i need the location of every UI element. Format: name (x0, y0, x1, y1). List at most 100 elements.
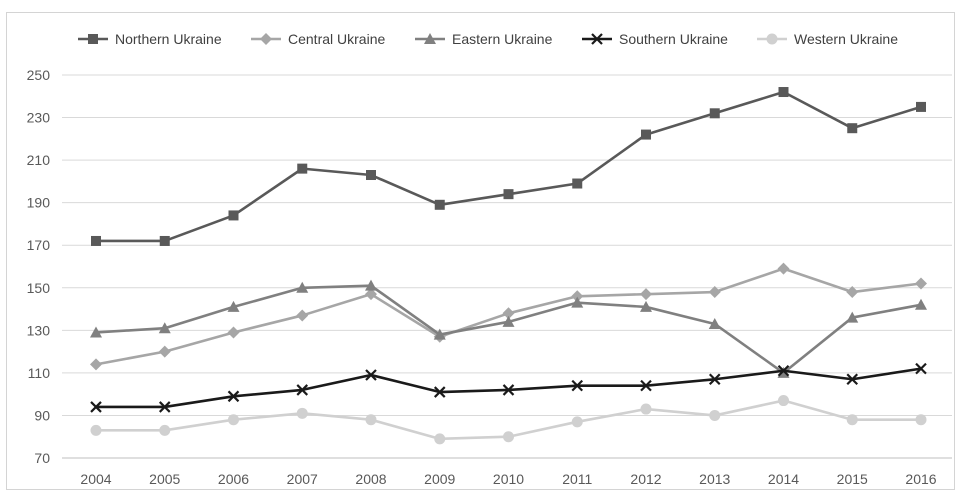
data-point (640, 288, 652, 301)
data-point (640, 300, 652, 312)
data-point (296, 281, 309, 293)
legend-item: Eastern Ukraine (415, 31, 553, 47)
legend-marker (424, 33, 436, 44)
legend-item: Central Ukraine (251, 31, 385, 47)
data-point (158, 401, 171, 413)
series-western-ukraine (90, 395, 927, 445)
x-tick-label: 2016 (905, 471, 936, 487)
data-point (847, 123, 858, 134)
data-point (296, 309, 309, 322)
data-point (777, 262, 790, 275)
data-point (365, 288, 377, 301)
data-point (158, 322, 171, 334)
data-point (708, 286, 721, 299)
x-tick-label: 2006 (218, 471, 249, 487)
y-tick-label: 230 (27, 110, 51, 126)
legend-label: Western Ukraine (794, 31, 898, 47)
data-point (571, 416, 583, 428)
data-point (571, 296, 584, 308)
x-tick-label: 2011 (562, 471, 592, 487)
data-point (641, 129, 651, 140)
data-point (502, 307, 515, 320)
series-eastern-ukraine (90, 279, 927, 378)
data-point (846, 373, 859, 386)
series-southern-ukraine (90, 362, 927, 413)
data-point (640, 403, 652, 415)
data-point (434, 433, 446, 445)
data-point (159, 424, 171, 436)
legend-label: Central Ukraine (288, 31, 385, 47)
legend-item: Western Ukraine (757, 31, 898, 47)
series-line (96, 367, 922, 409)
data-point (366, 170, 376, 181)
data-point (90, 401, 102, 413)
data-point (778, 87, 789, 98)
x-tick-label: 2014 (768, 471, 799, 487)
data-point (709, 108, 720, 119)
x-tick-label: 2008 (355, 471, 386, 487)
x-tick-label: 2015 (837, 471, 868, 487)
legend-label: Eastern Ukraine (452, 31, 553, 47)
y-tick-label: 250 (27, 67, 51, 83)
data-point (90, 326, 102, 338)
data-point (227, 300, 240, 312)
legend-label: Northern Ukraine (115, 31, 222, 47)
axes: 70 90 110 130 150 170 190 210 230 250 2004 2005 2006… (27, 67, 937, 487)
data-point (915, 414, 927, 426)
x-tick-label: 2004 (80, 471, 111, 487)
data-point (571, 290, 584, 303)
chart-frame (6, 12, 955, 490)
data-point (916, 101, 926, 112)
y-tick-label: 110 (28, 365, 51, 381)
data-point (778, 395, 789, 407)
x-tick-label: 2012 (630, 471, 661, 487)
data-point (915, 362, 927, 375)
data-point (227, 326, 240, 339)
data-point (433, 328, 446, 340)
y-tick-label: 70 (34, 450, 50, 466)
series-line (95, 284, 922, 375)
data-point (502, 384, 515, 396)
x-tick-label: 2009 (424, 471, 455, 487)
data-point (90, 424, 102, 436)
data-point (503, 431, 514, 443)
x-tick-label: 2013 (699, 471, 730, 487)
data-point (158, 345, 171, 358)
legend-marker (88, 34, 98, 44)
data-point (640, 379, 652, 392)
series-lines (90, 87, 927, 445)
y-tick-label: 170 (27, 237, 51, 253)
data-point (915, 277, 927, 290)
y-tick-label: 90 (34, 407, 50, 423)
data-point (434, 199, 445, 210)
data-point (365, 279, 377, 291)
data-point (159, 235, 170, 246)
data-point (365, 369, 377, 381)
y-tick-label: 130 (27, 322, 51, 338)
data-point (846, 311, 859, 323)
legend-item: Southern Ukraine (582, 31, 728, 47)
data-point (571, 379, 584, 392)
data-point (227, 390, 240, 403)
legend-marker (260, 33, 272, 45)
x-tick-label: 2007 (287, 471, 318, 487)
legend: Northern Ukraine Central Ukraine Eastern U… (78, 31, 898, 47)
data-point (502, 315, 515, 327)
data-point (297, 163, 308, 174)
legend-item: Northern Ukraine (78, 31, 222, 47)
data-point (915, 298, 927, 310)
data-point (846, 286, 859, 299)
legend-label: Southern Ukraine (619, 31, 728, 47)
data-point (228, 210, 239, 221)
x-tick-label: 2010 (493, 471, 524, 487)
data-point (708, 373, 721, 386)
data-point (777, 364, 790, 377)
data-point (296, 407, 308, 419)
gridlines (62, 74, 952, 459)
data-point (433, 386, 446, 398)
data-point (228, 414, 239, 426)
x-tick-label: 2005 (149, 471, 180, 487)
data-point (91, 235, 101, 246)
legend-marker (766, 33, 778, 45)
